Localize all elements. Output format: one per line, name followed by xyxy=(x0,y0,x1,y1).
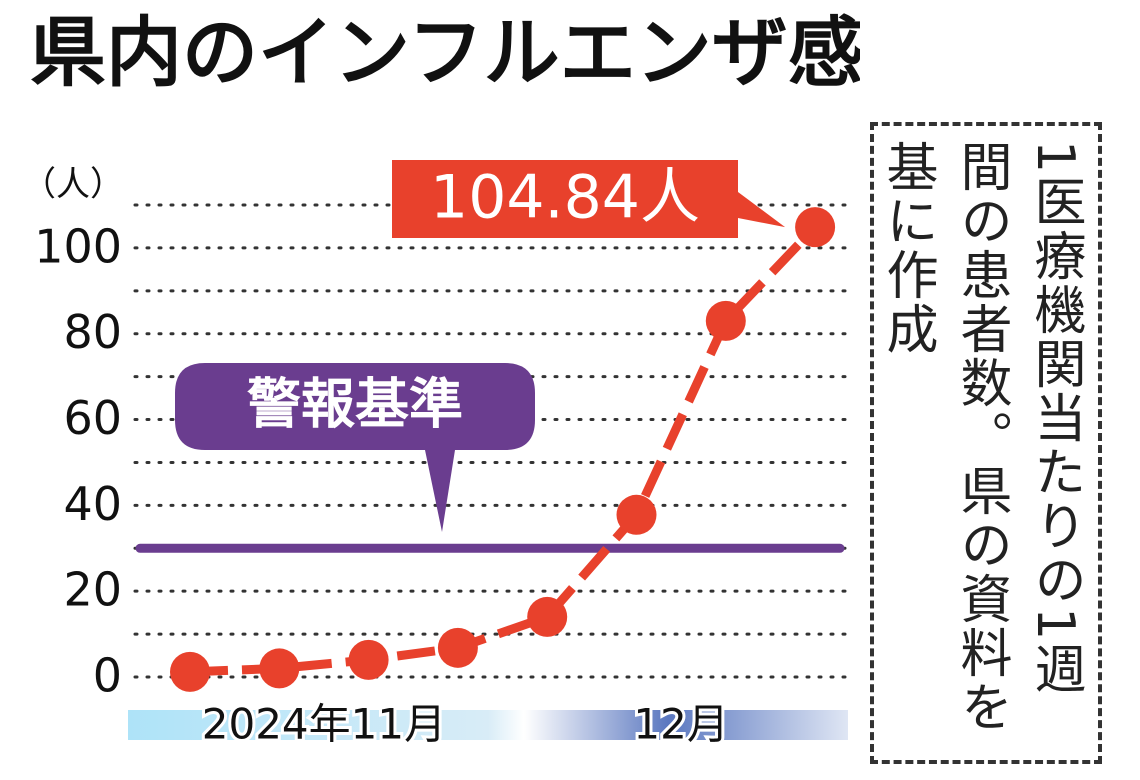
chart-title: 県内のインフルエンザ感染状況 xyxy=(30,8,860,97)
data-point xyxy=(527,596,568,637)
data-point xyxy=(259,648,300,689)
y-tick-label: 0 xyxy=(93,649,122,703)
y-tick-label: 60 xyxy=(63,391,122,445)
y-tick-label: 20 xyxy=(63,563,122,617)
chart: 県内のインフルエンザ感染状況 （人） 0 20 40 60 80 100 警報基準 2024年… xyxy=(22,7,860,749)
y-unit: （人） xyxy=(22,165,124,205)
source-note: 1医療機関当たりの1週間の患者数。県の資料を基に作成 xyxy=(870,122,1102,764)
y-tick-label: 100 xyxy=(34,219,122,273)
threshold-label: 警報基準 xyxy=(247,373,463,436)
value-callout xyxy=(392,160,786,238)
threshold-callout xyxy=(175,363,535,532)
y-tick-label: 40 xyxy=(63,477,122,531)
value-label: 104.84人 xyxy=(430,163,700,233)
x-tick-label: 2024年11月 xyxy=(202,700,446,749)
y-tick-label: 80 xyxy=(63,305,122,359)
data-point xyxy=(437,627,478,668)
data-point xyxy=(348,639,389,680)
data-point xyxy=(616,494,657,535)
x-tick-label: 12月 xyxy=(633,700,728,749)
data-point xyxy=(795,207,836,248)
data-point xyxy=(170,651,210,692)
x-axis-band xyxy=(128,710,848,740)
data-point xyxy=(705,300,746,341)
